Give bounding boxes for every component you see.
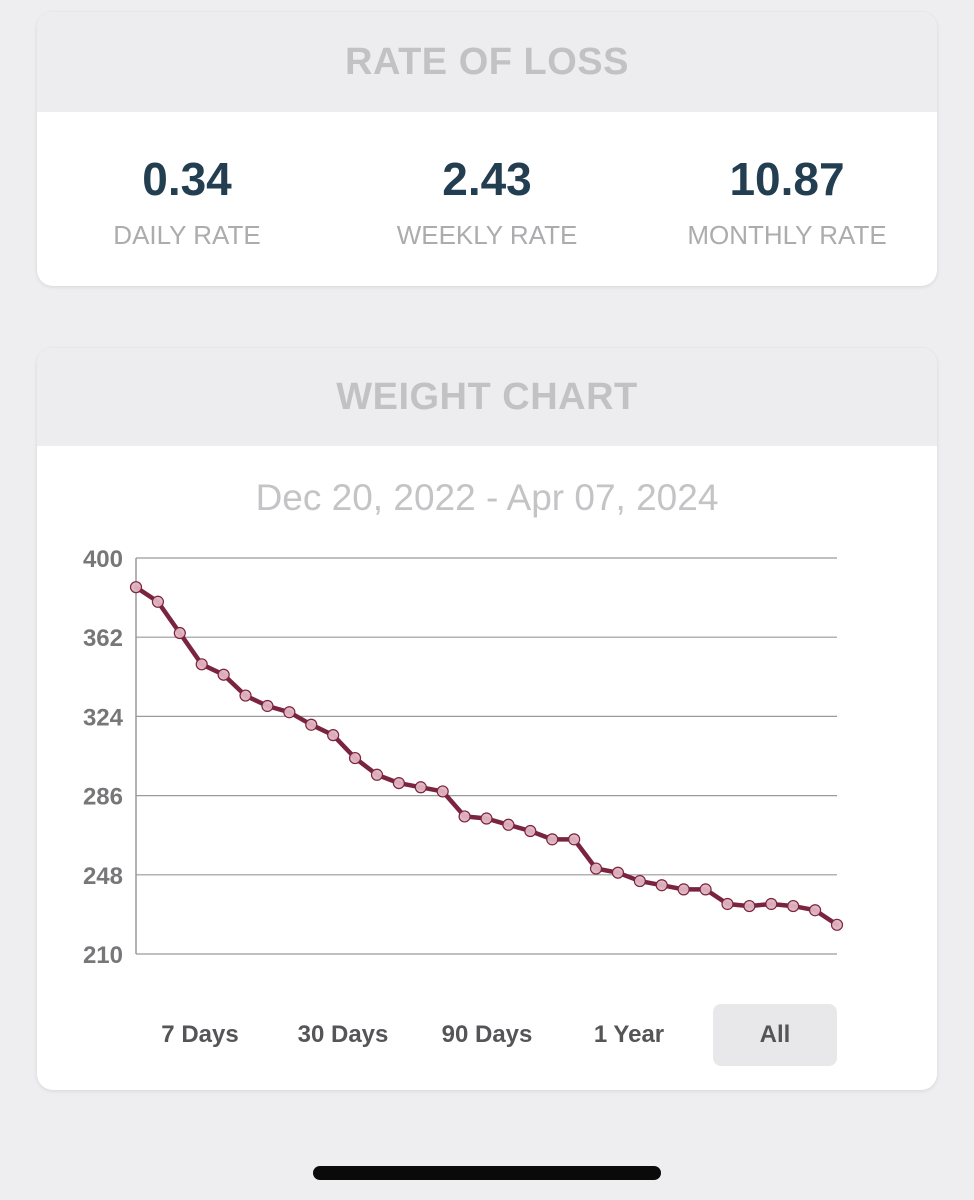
data-point [721, 897, 734, 911]
data-point [611, 866, 625, 879]
y-tick-label: 210 [83, 942, 123, 969]
monthly-rate-label: MONTHLY RATE [687, 220, 887, 250]
data-point [502, 818, 515, 831]
range-90-days-button[interactable]: 90 Days [441, 1021, 533, 1048]
range-1-year-button[interactable]: 1 Year [593, 1021, 665, 1048]
weight-line-chart: 400 362 324 286 248 210 [83, 546, 844, 969]
data-point [283, 706, 296, 719]
weight-chart-card: WEIGHT CHART Dec 20, 2022 - Apr 07, 2024… [37, 348, 937, 1090]
data-point [568, 833, 581, 846]
data-point [743, 899, 756, 913]
data-point [195, 658, 208, 671]
data-point [808, 904, 822, 917]
data-point [392, 776, 405, 790]
y-tick-label: 324 [83, 704, 124, 731]
data-point [480, 812, 493, 825]
weekly-rate: 2.43 WEEKLY RATE [337, 112, 637, 286]
data-point [677, 883, 690, 896]
monthly-rate-value: 10.87 [729, 153, 845, 205]
data-point [830, 918, 844, 931]
data-point [436, 785, 449, 798]
data-point [655, 879, 668, 892]
data-point [327, 729, 340, 742]
weight-chart-title: WEIGHT CHART [37, 348, 937, 446]
data-point [151, 595, 165, 608]
range-30-days-button[interactable]: 30 Days [297, 1021, 389, 1048]
monthly-rate: 10.87 MONTHLY RATE [637, 112, 937, 286]
data-point [589, 862, 603, 875]
range-all-button[interactable]: All [713, 1004, 837, 1066]
data-point [370, 768, 384, 781]
data-point [305, 718, 318, 731]
date-range-label: Dec 20, 2022 - Apr 07, 2024 [255, 477, 719, 518]
home-indicator [313, 1166, 661, 1180]
y-tick-label: 286 [83, 784, 123, 811]
daily-rate: 0.34 DAILY RATE [37, 112, 337, 286]
rate-of-loss-card: RATE OF LOSS 0.34 DAILY RATE 2.43 WEEKLY… [37, 12, 937, 286]
data-point [524, 824, 537, 838]
data-point [633, 874, 646, 888]
range-7-days-button[interactable]: 7 Days [161, 1021, 239, 1048]
data-point [173, 626, 186, 640]
data-point [414, 781, 427, 794]
data-point [217, 668, 230, 681]
range-selector: 7 Days 30 Days 90 Days 1 Year All [37, 1004, 937, 1066]
y-tick-label: 400 [83, 546, 123, 573]
data-point [239, 689, 252, 702]
weight-series-line [133, 584, 840, 928]
rate-of-loss-title: RATE OF LOSS [37, 12, 937, 112]
data-point [129, 581, 143, 594]
y-tick-label: 362 [83, 625, 123, 652]
daily-rate-value: 0.34 [142, 153, 232, 205]
data-point [546, 833, 559, 846]
data-point [787, 899, 800, 913]
y-tick-label: 248 [83, 863, 123, 890]
daily-rate-label: DAILY RATE [113, 220, 261, 250]
weekly-rate-value: 2.43 [442, 153, 532, 205]
rates-row: 0.34 DAILY RATE 2.43 WEEKLY RATE 10.87 M… [37, 112, 937, 286]
data-point [765, 897, 778, 911]
data-point [699, 883, 712, 896]
data-point [458, 810, 471, 823]
data-point [261, 699, 274, 713]
weekly-rate-label: WEEKLY RATE [396, 220, 578, 250]
data-point [348, 751, 362, 765]
